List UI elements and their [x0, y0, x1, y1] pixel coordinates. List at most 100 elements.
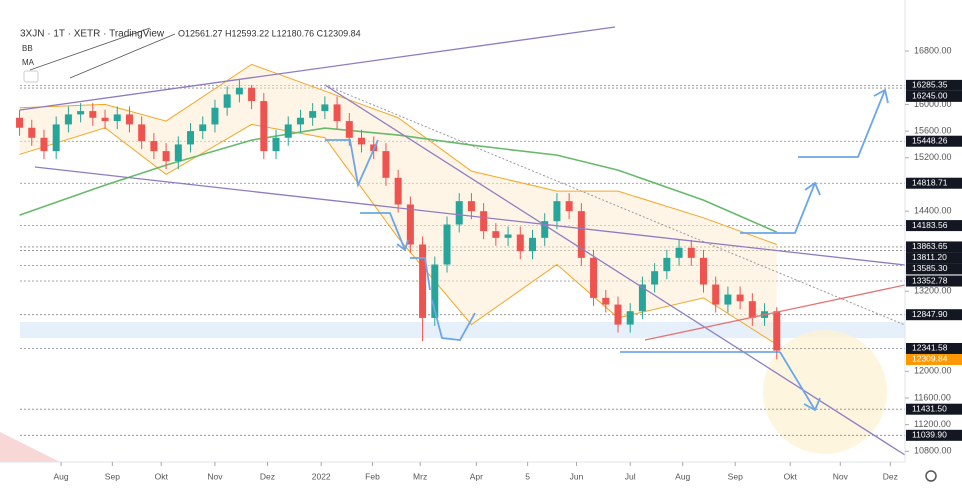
candle-body [443, 224, 451, 265]
arrows [325, 88, 889, 412]
x-tick-label: Apr [470, 471, 483, 481]
price-label-bg [906, 241, 962, 253]
candle-body [138, 124, 146, 142]
candle-body [773, 311, 781, 351]
price-label: 11039.90 [912, 430, 947, 440]
zone [20, 322, 905, 338]
candle-body [358, 137, 366, 145]
candle-body [162, 151, 170, 162]
candle-body [309, 111, 317, 118]
candle-body [64, 114, 72, 125]
y-tick-label: 11600.00 [914, 392, 951, 402]
candle-body [712, 284, 720, 305]
y-tick-label: 11200.00 [914, 419, 951, 429]
candle-body [577, 211, 585, 258]
price-label: 14183.56 [912, 220, 948, 230]
candle-body [260, 101, 268, 152]
price-label-bg [906, 90, 962, 102]
candle-body [590, 257, 598, 298]
price-label: 12847.90 [912, 309, 948, 319]
moving-average [19, 127, 778, 233]
y-tick-label: 14400.00 [914, 206, 952, 216]
drawings-under [0, 322, 905, 462]
candle-body [626, 311, 634, 325]
shape [0, 432, 60, 462]
candle-body [748, 301, 756, 318]
candle-body [736, 294, 744, 302]
candle-body [651, 271, 659, 285]
trend-line [324, 84, 906, 456]
drawings [19, 26, 906, 456]
candle-body [541, 221, 549, 238]
settings-button[interactable] [925, 470, 937, 482]
candle-body [480, 211, 488, 232]
price-label-bg [906, 353, 962, 365]
candle-body [382, 151, 390, 178]
candle-body [28, 127, 36, 138]
candle-body [504, 234, 512, 238]
candle-body [16, 117, 24, 128]
x-tick-label: Dez [883, 471, 898, 481]
price-label: 11431.50 [912, 403, 947, 413]
candle-body [150, 141, 158, 152]
collapse-button[interactable] [23, 70, 39, 83]
x-tick-label: Jul [625, 471, 636, 481]
trend-line [644, 284, 906, 341]
ohlc: O12561.27 H12593.22 L12180.76 C12309.84 [178, 28, 361, 38]
arrow [431, 299, 476, 341]
price-label: 13585.30 [912, 263, 948, 273]
candle-body [492, 231, 500, 238]
arrow [804, 181, 821, 196]
candle-body [235, 87, 243, 95]
price-label: 12309.84 [912, 354, 948, 364]
arrow [360, 212, 406, 251]
candle-body [394, 177, 402, 205]
candle-body [467, 201, 475, 212]
y-tick-label: 13200.00 [914, 286, 952, 296]
candle-body [211, 107, 219, 125]
candle-body [174, 144, 182, 162]
x-tick-label: Okt [784, 471, 798, 481]
price-label: 13811.20 [912, 252, 947, 262]
candle-body [455, 201, 463, 225]
candle-body [345, 121, 353, 138]
candle-body [528, 237, 536, 252]
trend-line [34, 166, 906, 266]
trend-line [69, 33, 176, 79]
arrow [740, 182, 816, 234]
x-tick-label: Jun [570, 471, 584, 481]
candle-body [724, 294, 732, 305]
candle-body [248, 87, 256, 102]
arrow [410, 257, 431, 291]
x-tick-label: Sep [105, 471, 120, 481]
price-label: 12341.58 [912, 343, 948, 353]
arrow [779, 351, 816, 411]
price-label-bg [906, 403, 962, 415]
x-tick-label: Nov [207, 471, 223, 481]
price-label-bg [906, 309, 962, 321]
x-tick-label: Nov [833, 471, 849, 481]
y-tick-label: 12000.00 [914, 366, 952, 376]
price-label: 15448.26 [912, 135, 948, 145]
candle-body [296, 117, 304, 125]
candle-body [223, 94, 231, 108]
arrow [873, 88, 889, 104]
plot [16, 63, 905, 436]
x-tick-label: Feb [365, 471, 380, 481]
candle-body [284, 124, 292, 138]
candle-body [333, 104, 341, 122]
arrow [803, 397, 821, 412]
candle-body [125, 114, 133, 125]
price-label-bg [906, 275, 962, 287]
x-tick-label: Aug [675, 471, 690, 481]
candle-body [419, 244, 427, 318]
price-label-bg [906, 252, 962, 264]
arrow [396, 239, 409, 252]
price-label-bg [906, 177, 962, 189]
candle-body [113, 114, 121, 122]
indicator-label: MA [22, 58, 35, 67]
bb-band [19, 63, 777, 245]
y-tick-label: 10800.00 [914, 446, 952, 456]
x-tick-label: Okt [155, 471, 169, 481]
